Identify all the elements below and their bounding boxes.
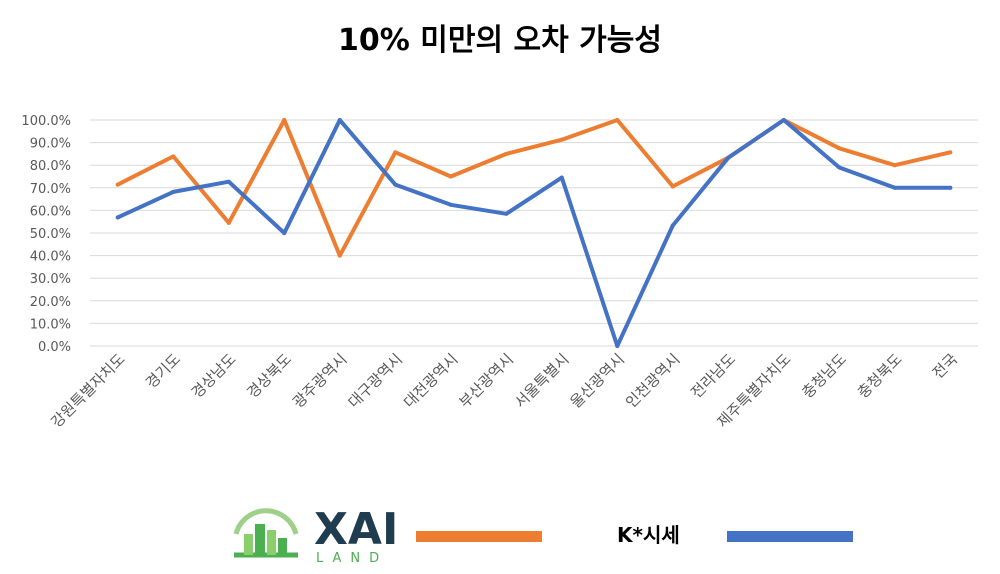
data-point: [504, 151, 509, 156]
data-point: [448, 174, 453, 179]
x-tick-label: 충청남도: [798, 350, 850, 402]
x-axis: 강원특별자치도 경기도 경상남도 경상북도광주광역시대구광역시대전광역시부산광역시서울…: [48, 350, 962, 431]
data-point: [504, 211, 509, 216]
data-point: [559, 175, 564, 180]
data-point: [948, 185, 953, 190]
data-point: [282, 118, 287, 122]
building-icon: [233, 508, 299, 558]
data-point: [837, 165, 842, 170]
series-group: [115, 118, 953, 348]
x-tick-label: 서울특별시: [511, 350, 573, 412]
y-tick-label: 30.0%: [30, 272, 71, 287]
data-point: [670, 223, 675, 228]
x-tick-label: 인천광역시: [622, 350, 684, 412]
logo-text: XAI: [314, 504, 398, 555]
legend-label-kstate: K*시세: [617, 523, 680, 547]
x-tick-label: 경기도: [142, 350, 184, 392]
data-point: [393, 150, 398, 155]
xai-land-logo: XAI LAND: [233, 504, 398, 566]
data-point: [115, 182, 120, 187]
y-tick-label: 90.0%: [30, 137, 71, 152]
data-point: [726, 155, 731, 160]
x-tick-label: 강원특별자치도: [48, 350, 129, 431]
y-tick-label: 70.0%: [30, 182, 71, 197]
y-tick-label: 60.0%: [30, 204, 71, 219]
y-tick-label: 100.0%: [21, 114, 71, 129]
data-point: [448, 202, 453, 207]
logo-subtext: LAND: [316, 551, 388, 566]
x-tick-label: 경상남도: [188, 350, 240, 402]
data-point: [559, 137, 564, 142]
data-point: [337, 253, 342, 258]
x-tick-label: 경상북도: [243, 350, 295, 402]
data-point: [781, 118, 786, 122]
data-point: [337, 118, 342, 122]
data-point: [171, 154, 176, 159]
x-tick-label: 부산광역시: [456, 350, 518, 412]
y-tick-label: 80.0%: [30, 159, 71, 174]
legend-swatch-kstate: [727, 531, 853, 542]
data-point: [282, 231, 287, 235]
data-point: [115, 215, 120, 220]
data-point: [226, 179, 231, 184]
x-tick-label: 울산광역시: [567, 350, 629, 412]
data-point: [837, 146, 842, 151]
data-point: [948, 150, 953, 155]
legend: XAI LAND K*시세: [233, 504, 853, 566]
y-tick-label: 0.0%: [38, 340, 71, 355]
grid: [90, 119, 978, 347]
y-tick-label: 40.0%: [30, 250, 71, 265]
data-point: [615, 344, 620, 348]
x-tick-label: 전국: [929, 350, 961, 382]
y-axis: 0.0% 10.0% 20.0% 30.0% 40.0% 50.0% 60.0% 70.0% 8…: [21, 114, 71, 355]
data-point: [171, 189, 176, 194]
data-point: [892, 163, 897, 168]
data-point: [892, 185, 897, 190]
x-tick-label: 전라남도: [687, 350, 739, 402]
series-line-xai-land: [115, 118, 953, 258]
series-line-kstate: [115, 118, 953, 348]
y-tick-label: 20.0%: [30, 295, 71, 310]
x-tick-label: 대구광역시: [345, 350, 407, 412]
y-tick-label: 10.0%: [30, 317, 71, 332]
chart-title: 10% 미만의 오차 가능성: [338, 23, 662, 58]
data-point: [615, 118, 620, 122]
y-tick-label: 50.0%: [30, 227, 71, 242]
x-tick-label: 충청북도: [854, 350, 906, 402]
x-tick-label: 대전광역시: [400, 350, 462, 412]
x-tick-label: 광주광역시: [289, 350, 351, 412]
legend-swatch-xai-land: [416, 531, 542, 542]
data-point: [670, 184, 675, 189]
data-point: [226, 220, 231, 225]
data-point: [393, 182, 398, 187]
